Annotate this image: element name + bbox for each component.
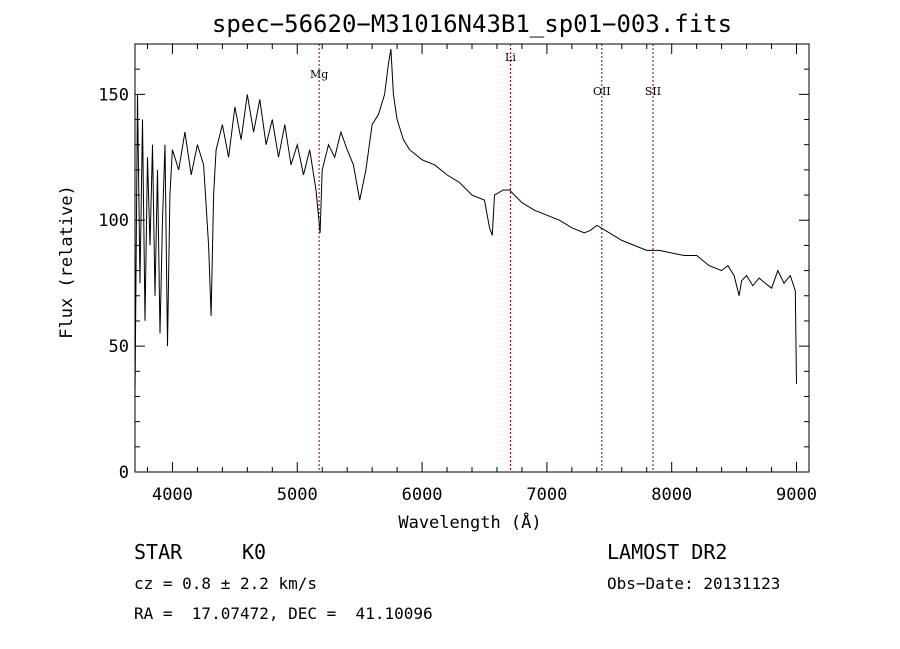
spectral-line-markers: Mg Li OII SII: [310, 44, 661, 472]
plot-frame: [134, 43, 810, 473]
x-tick-label: 7000: [526, 485, 567, 505]
axis-ticks: 4000 5000 6000 7000 8000 9000 0 50 100 150: [98, 44, 817, 505]
redshift-cz: cz = 0.8 ± 2.2 km/s: [134, 574, 318, 593]
survey-name: LAMOST DR2: [607, 540, 728, 564]
x-tick-label: 9000: [776, 485, 817, 505]
line-marker-label: OII: [593, 85, 611, 98]
coordinates: RA = 17.07472, DEC = 41.10096: [134, 604, 433, 623]
line-marker-label: SII: [645, 85, 661, 98]
y-tick-label: 50: [109, 337, 129, 357]
x-axis-label: Wavelength (Å): [398, 511, 541, 533]
y-tick-label: 0: [119, 463, 129, 483]
object-subclass: K0: [242, 540, 267, 564]
flux-series-line: [134, 48, 797, 397]
line-marker-label: Li: [505, 51, 516, 64]
y-axis-label: Flux (relative): [57, 185, 77, 339]
x-tick-label: 8000: [651, 485, 692, 505]
line-marker-label: Mg: [310, 68, 328, 81]
x-tick-label: 4000: [152, 485, 193, 505]
observation-date: Obs−Date: 20131123: [607, 574, 781, 593]
y-tick-label: 100: [98, 211, 129, 231]
object-class: STAR: [134, 540, 183, 564]
y-tick-label: 150: [98, 85, 129, 105]
x-tick-label: 5000: [277, 485, 318, 505]
chart-title: spec−56620−M31016N43B1_sp01−003.fits: [212, 10, 732, 38]
x-tick-label: 6000: [402, 485, 443, 505]
